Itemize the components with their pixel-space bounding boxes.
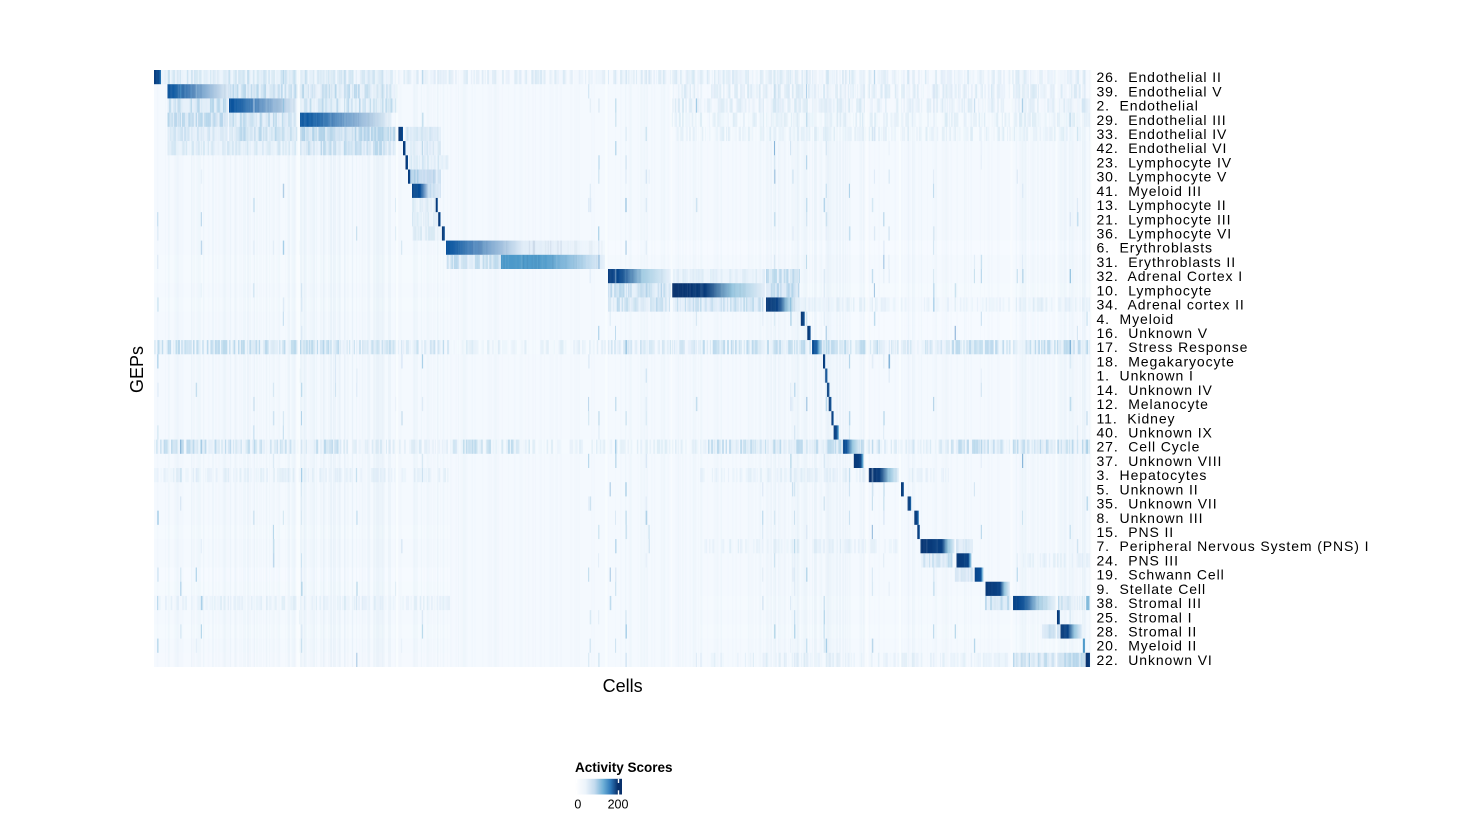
- svg-text:GEPs: GEPs: [127, 346, 147, 393]
- svg-text:0: 0: [574, 798, 581, 812]
- svg-text:Cells: Cells: [603, 676, 643, 696]
- svg-text:22. Unknown VI: 22. Unknown VI: [1097, 652, 1213, 668]
- svg-text:200: 200: [608, 798, 629, 812]
- svg-text:Activity Scores: Activity Scores: [575, 760, 673, 775]
